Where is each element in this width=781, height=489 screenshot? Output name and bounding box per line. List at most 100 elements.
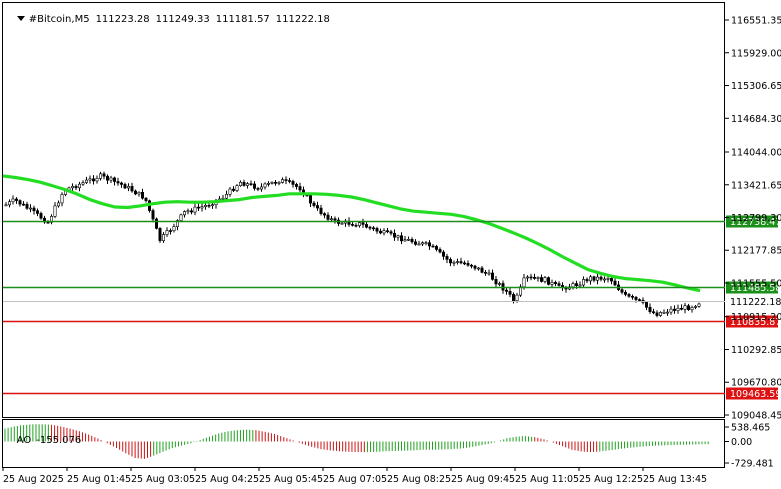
time-tick-label: 25 Aug 11:05 [515,474,579,485]
candle-body [186,210,190,213]
candle-body [165,230,169,235]
main-pane-frame [2,2,725,418]
price-tick-label: 112177.85 [731,246,781,257]
candle-body [469,264,473,267]
candle-body [588,276,592,282]
candle-body [592,276,596,281]
candle-body [543,277,547,282]
candle-body [232,188,236,191]
candle-body [263,183,267,188]
candle-body [487,272,491,275]
candle-body [385,230,389,233]
candle-body [273,182,277,184]
price-tick-label: 114684.30 [731,114,781,125]
ao-histogram-layer [4,424,709,459]
candle-body [466,263,470,266]
candle-body [294,184,298,187]
symbol-label: #Bitcoin,M5 [28,14,90,25]
candle-body [557,283,561,286]
candle-body [15,198,19,201]
current-price-label: 111222.18 [730,297,781,308]
candle-body [585,279,589,282]
candle-body [78,183,82,189]
candle-body [242,181,246,186]
candle-body [669,308,673,313]
candle-body [193,206,197,213]
moving-average-line [2,174,701,293]
candle-body [550,282,554,285]
candle-body [697,303,701,307]
time-tick-label: 25 Aug 13:45 [643,474,707,485]
current-price-tag [726,295,778,308]
level-price-tag [726,281,778,294]
candle-body [280,179,284,183]
candle-body [634,297,638,300]
candle-body [361,222,365,225]
candle-body [536,277,540,279]
candle-body [438,249,442,253]
moving-average-layer [2,174,701,293]
triangle-down-icon[interactable] [16,16,25,21]
candle-body [448,259,452,264]
price-tick-label: 115929.00 [731,48,781,59]
candle-body [291,181,295,185]
candle-body [322,213,326,216]
candle-body [120,182,124,185]
candle-body [620,289,624,293]
candle-body [410,239,414,243]
candle-body [130,186,134,192]
candle-body [95,178,99,182]
candle-body [693,306,697,308]
candle-body [56,202,60,207]
candle-body [81,182,85,185]
candle-body [679,307,683,310]
candle-body [35,210,39,214]
candle-body [494,279,498,285]
candle-body [221,197,225,200]
candle-body [431,245,435,248]
candle-body [382,230,386,234]
price-axis: 116551.35 115929.00 115306.65 114684.30 1140… [725,16,781,422]
candle-body [483,272,487,274]
candle-body [312,202,316,206]
time-tick-label: 25 Aug 01:45 [67,474,131,485]
candle-body [406,239,410,241]
candle-body [606,278,610,280]
candle-body [39,213,43,219]
candle-body [553,282,557,284]
candle-body [378,230,382,234]
ao-header: AO -155.076 [4,424,86,457]
candle-body [371,227,375,230]
candle-body [602,278,606,281]
price-tick-label: 110915.20 [731,312,781,323]
candle-body [665,311,669,314]
candle-body [277,182,281,184]
candle-body [623,291,627,295]
candle-body [18,200,22,205]
candle-body [424,242,428,245]
candle-body [350,224,354,226]
ao-tick-label: -729.481 [731,459,774,470]
candle-body [357,222,361,226]
candle-body [21,203,25,206]
ao-axis: 538.465 0.00 -729.481 [725,423,774,470]
candle-body [455,261,459,263]
price-tick-label: 110292.85 [731,345,781,356]
candle-body [480,267,484,273]
candle-body [151,210,155,220]
candle-body [515,294,519,301]
candle-body [413,241,417,245]
time-tick-label: 25 Aug 07:05 [323,474,387,485]
price-tick-label: 111555.50 [731,279,781,290]
candle-body [340,222,344,225]
candle-body [92,178,96,182]
candle-body [658,312,662,316]
candle-body [256,188,260,190]
time-tick-label: 25 Aug 04:25 [195,474,259,485]
symbol-header: #Bitcoin,M5 111223.28 111249.33 111181.57 11… [4,3,336,36]
candle-body [127,186,131,189]
candle-body [246,183,250,186]
candle-body [581,279,585,286]
